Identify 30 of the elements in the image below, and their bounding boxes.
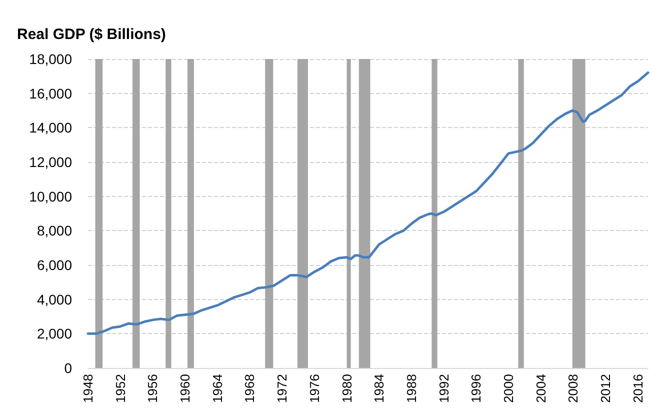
x-tick-label: 2000 <box>501 374 516 403</box>
y-tick-label: 4,000 <box>36 291 72 308</box>
y-tick-label: 8,000 <box>36 222 72 239</box>
x-tick-label: 2012 <box>598 374 614 403</box>
y-tick-label: 2,000 <box>36 326 72 342</box>
x-tick-label: 1976 <box>306 374 322 403</box>
x-tick-label: 1992 <box>436 374 452 403</box>
x-tick-label: 1948 <box>80 374 96 403</box>
x-tick-label: 1964 <box>210 374 225 403</box>
chart-title: Real GDP ($ Billions) <box>17 26 166 43</box>
x-tick-label: 1956 <box>145 374 160 403</box>
x-tick-label: 1996 <box>468 374 484 403</box>
y-tick-label: 16,000 <box>29 85 72 102</box>
y-tick-label: 18,000 <box>29 51 72 67</box>
x-tick-label: 1960 <box>178 374 193 403</box>
y-tick-label: 6,000 <box>36 257 72 273</box>
x-tick-label: 1984 <box>372 374 387 403</box>
x-tick-label: 2008 <box>566 374 581 403</box>
x-tick-label: 1972 <box>274 374 290 403</box>
x-tick-label: 1980 <box>339 374 354 403</box>
y-tick-label: 14,000 <box>29 120 72 136</box>
x-tick-label: 2004 <box>533 374 548 403</box>
y-tick-label: 12,000 <box>29 154 72 170</box>
line-series <box>86 71 650 335</box>
y-tick-label: 10,000 <box>29 188 72 204</box>
x-tick-label: 1988 <box>404 374 419 403</box>
y-tick-label: 0 <box>64 360 72 376</box>
x-tick-label: 1968 <box>242 374 258 403</box>
x-tick-label: 1952 <box>112 374 128 403</box>
x-tick-label: 2016 <box>630 374 646 403</box>
